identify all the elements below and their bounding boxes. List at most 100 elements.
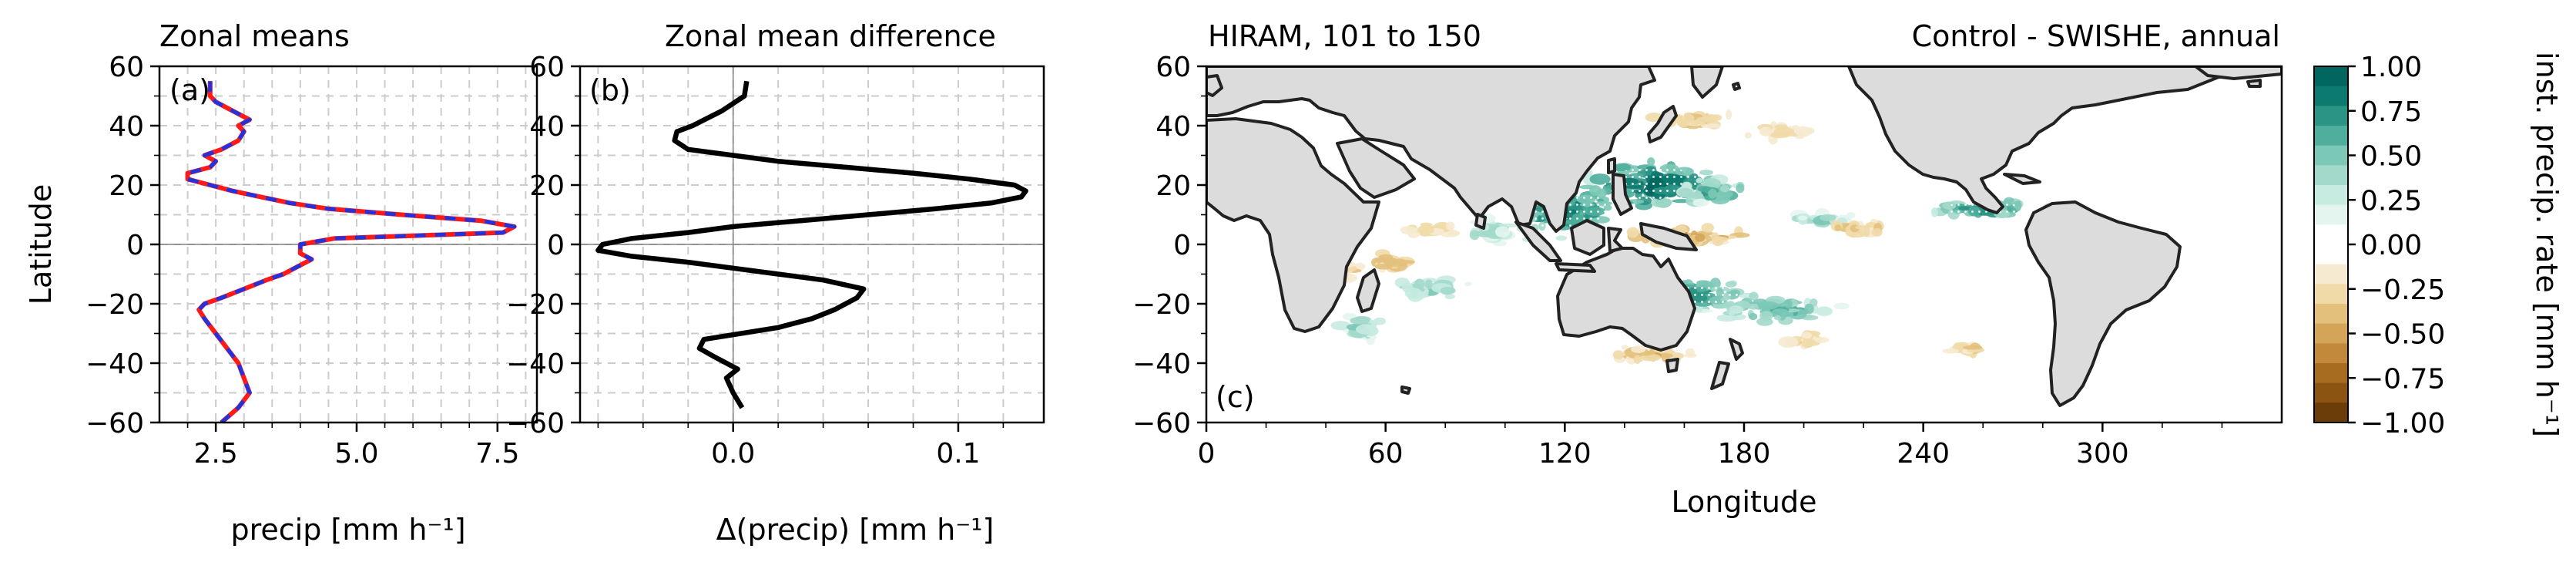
anomaly-blob	[1612, 163, 1632, 172]
africa-landmass	[1206, 117, 1380, 333]
anomaly-blob	[1804, 303, 1814, 315]
anomaly-blob	[1855, 225, 1867, 230]
anomaly-blob	[1749, 312, 1758, 321]
anomaly-blob	[1330, 321, 1351, 331]
panel-c-title-right: Control - SWISHE, annual	[1912, 19, 2280, 53]
south-georgia-island	[1400, 386, 1411, 395]
colorbar-level	[2314, 145, 2348, 166]
panel-c-xtick-label: 60	[1368, 438, 1404, 470]
panel-a-xlabel: precip [mm h⁻¹]	[230, 513, 465, 547]
anomaly-blob	[1801, 339, 1814, 348]
panel-c-ytick-label: −60	[1132, 408, 1191, 439]
anomaly-blob	[1356, 324, 1377, 335]
colorbar-tick-label: −0.50	[2360, 319, 2445, 351]
colorbar-level	[2314, 343, 2348, 364]
anomaly-blob	[1708, 188, 1717, 199]
colorbar-tick-label: −0.25	[2360, 274, 2445, 306]
anomaly-blob	[1464, 281, 1472, 287]
panel-a-series-blue-dashed-line	[186, 81, 517, 423]
anomaly-blob	[1446, 221, 1455, 231]
anomaly-blob	[1596, 188, 1607, 199]
colorbar-tick-label: 0.50	[2360, 141, 2422, 173]
colorbar-tick-label: −0.75	[2360, 363, 2445, 395]
anomaly-blob	[1863, 226, 1870, 237]
anomaly-blob	[1774, 124, 1788, 130]
anomaly-blob	[1400, 226, 1417, 234]
anomaly-blob	[1778, 336, 1799, 348]
panel-a-ticks: 60 40 20 0 −20 −40 −60 2.5 5.0 7.5	[86, 52, 527, 470]
anomaly-blob	[1747, 303, 1759, 310]
borneo-island	[1570, 219, 1605, 256]
anomaly-blob	[1774, 315, 1782, 321]
anomaly-blob	[1725, 281, 1737, 288]
panel-c-xlabel: Longitude	[1672, 485, 1817, 519]
kamchatka-peninsula	[1690, 66, 1724, 99]
panel-a-ytick-label: −60	[86, 408, 144, 439]
iceland-island	[2246, 79, 2262, 88]
aleutian-islands	[1732, 82, 1741, 91]
colorbar-level	[2314, 363, 2348, 384]
anomaly-blob	[1378, 254, 1394, 260]
continents	[1206, 66, 2282, 407]
colorbar-label: inst. precip. rate [mm h⁻¹]	[2530, 52, 2564, 437]
anomaly-blob	[1683, 113, 1695, 123]
anomaly-blob	[1759, 126, 1773, 136]
sri-lanka-island	[1474, 213, 1487, 230]
colorbar-level	[2314, 264, 2348, 284]
anomaly-blob	[1695, 233, 1706, 242]
panel-b-title: Zonal mean difference	[665, 19, 996, 53]
panel-a-ytick-label: 20	[109, 170, 144, 202]
panel-c-tag: (c)	[1216, 380, 1255, 414]
anomaly-blob	[1820, 214, 1836, 221]
anomaly-blob	[1699, 170, 1713, 176]
panel-b-xtick-label: 0.1	[936, 438, 980, 470]
panel-b-tag: (b)	[589, 73, 631, 107]
anomaly-blob	[1555, 235, 1568, 241]
panel-c-ytick-label: 40	[1156, 111, 1191, 143]
anomaly-blob	[1633, 355, 1642, 364]
colorbar-level	[2314, 106, 2348, 126]
colorbar-level	[2314, 284, 2348, 305]
tasmania-island	[1665, 358, 1679, 373]
anomaly-blob	[1684, 353, 1698, 358]
anomaly-blob	[1469, 230, 1480, 241]
anomaly-blob	[1404, 288, 1423, 299]
panel-c-ytick-label: 60	[1156, 52, 1191, 83]
colorbar: 1.00 0.75 0.50 0.25 0.00 −0.25 −0.50 −0.75 −1.00…	[2313, 52, 2564, 439]
anomaly-blob	[1672, 352, 1685, 359]
anomaly-blob	[1374, 263, 1393, 270]
panel-c-xtick-label: 120	[1538, 438, 1592, 470]
panel-b-ytick-label: −60	[506, 408, 565, 439]
colorbar-levels	[2314, 66, 2348, 423]
colorbar-tick-label: 0.00	[2360, 230, 2422, 261]
anomaly-blob	[1696, 177, 1703, 183]
panel-a: 60 40 20 0 −20 −40 −60 2.5 5.0 7.5 Zonal means (a…	[24, 19, 538, 547]
anomaly-blob	[1350, 317, 1370, 325]
panel-c-ytick-label: −20	[1132, 289, 1191, 321]
panel-a-title: Zonal means	[159, 19, 350, 53]
anomaly-blob	[1930, 207, 1939, 217]
anomaly-blob	[1696, 116, 1707, 126]
panel-a-ylabel: Latitude	[24, 184, 58, 305]
anomaly-blob	[1744, 132, 1752, 139]
britain-island	[1206, 74, 1223, 97]
colorbar-level	[2314, 185, 2348, 206]
anomaly-blob	[1963, 345, 1983, 350]
greenland-edge	[2194, 66, 2282, 80]
new-zealand-islands	[1710, 338, 1744, 390]
panel-a-xtick-label: 7.5	[475, 438, 519, 470]
panel-b-ytick-label: 0	[547, 230, 565, 261]
colorbar-level	[2314, 323, 2348, 344]
anomaly-blob	[1816, 306, 1833, 316]
anomaly-blob	[1631, 345, 1646, 353]
madagascar-island	[1356, 268, 1380, 313]
japan-islands	[1647, 105, 1678, 143]
anomaly-blob	[1704, 114, 1719, 122]
colorbar-level	[2314, 204, 2348, 225]
panel-a-ytick-label: 60	[109, 52, 144, 83]
anomaly-blob	[1424, 279, 1434, 290]
panel-b-xlabel: Δ(precip) [mm h⁻¹]	[716, 513, 995, 547]
sumatra-island	[1514, 221, 1562, 262]
panel-b: 60 40 20 0 −20 −40 −60 0.0 0.1 Zonal mean differ…	[506, 19, 1045, 547]
